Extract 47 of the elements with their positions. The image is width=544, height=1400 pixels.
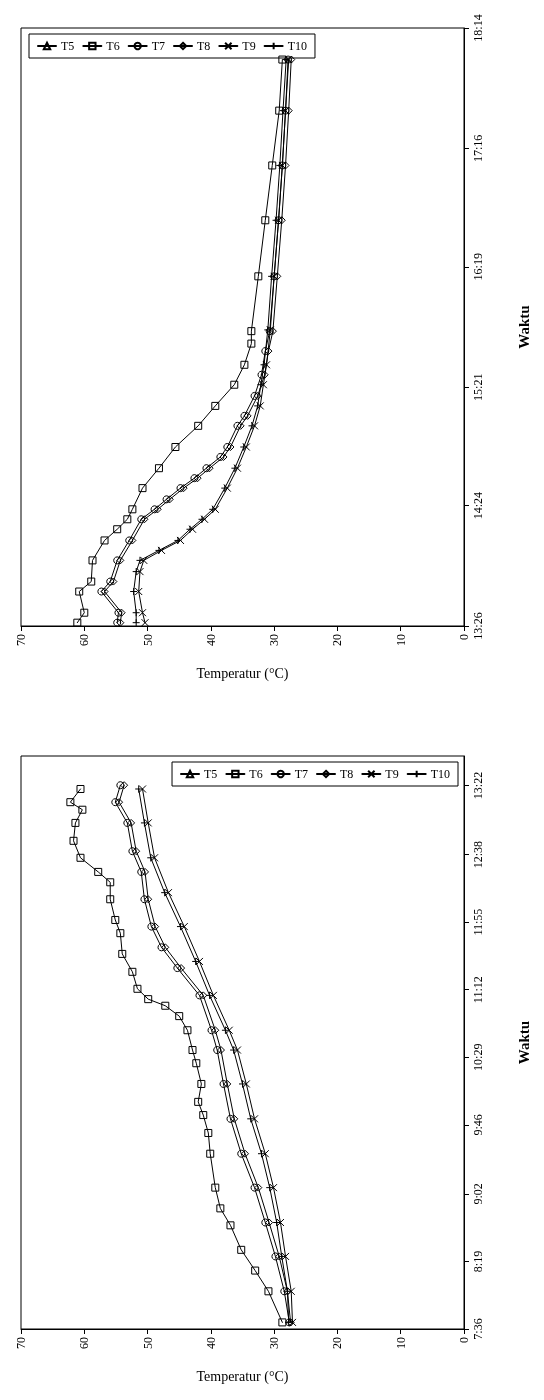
y-tick-label: 8:19	[471, 1250, 485, 1273]
y-tick-label: 7:36	[471, 1318, 485, 1340]
y-axis-title: Waktu	[515, 1020, 532, 1065]
x-tick-label: 0	[457, 1337, 471, 1343]
x-tick-label: 20	[330, 1337, 345, 1349]
y-tick-label: 17:16	[471, 134, 485, 163]
x-tick-label: 50	[140, 1337, 155, 1349]
legend-label: T5	[61, 39, 75, 53]
legend-label: T6	[106, 39, 120, 53]
y-axis-title: Waktu	[515, 305, 532, 349]
y-tick-label: 11:12	[471, 976, 485, 1004]
y-tick-label: 12:38	[471, 840, 485, 869]
x-tick-label: 70	[14, 1337, 28, 1349]
y-tick-label: 16:19	[471, 253, 485, 281]
x-tick-label: 30	[267, 1337, 282, 1349]
y-tick-label: 15:21	[471, 373, 485, 401]
y-tick-label: 13:22	[471, 771, 485, 800]
legend-label: T5	[204, 767, 218, 781]
x-tick-label: 0	[457, 634, 471, 640]
legend-label: T8	[196, 39, 211, 53]
x-tick-label: 10	[393, 634, 408, 646]
legend-label: T10	[287, 39, 307, 53]
x-tick-label: 70	[14, 634, 28, 646]
x-axis-title: Temperatur (°C)	[196, 1368, 289, 1385]
x-tick-label: 10	[393, 1337, 408, 1349]
y-tick-label: 13:26	[471, 612, 485, 640]
y-tick-label: 9:02	[471, 1183, 485, 1205]
legend-label: T7	[294, 767, 309, 781]
x-tick-label: 60	[77, 634, 92, 646]
x-axis-title: Temperatur (°C)	[196, 665, 289, 682]
y-tick-label: 9:46	[471, 1114, 485, 1136]
y-tick-label: 18:14	[471, 14, 485, 42]
legend-label: T6	[249, 767, 263, 781]
x-tick-label: 50	[140, 634, 155, 646]
legend-label: T7	[151, 39, 165, 53]
legend-label: T9	[242, 39, 256, 53]
x-tick-label: 40	[203, 634, 218, 646]
x-tick-label: 30	[267, 634, 282, 646]
y-tick-label: 10:29	[471, 1043, 485, 1071]
legend-label: T8	[340, 767, 354, 781]
y-tick-label: 14:24	[471, 491, 485, 520]
legend-label: T10	[430, 767, 451, 781]
x-tick-label: 20	[330, 634, 345, 646]
x-tick-label: 40	[203, 1337, 218, 1349]
x-tick-label: 60	[77, 1337, 92, 1349]
legend-label: T9	[385, 767, 399, 781]
y-tick-label: 11:55	[471, 908, 485, 936]
